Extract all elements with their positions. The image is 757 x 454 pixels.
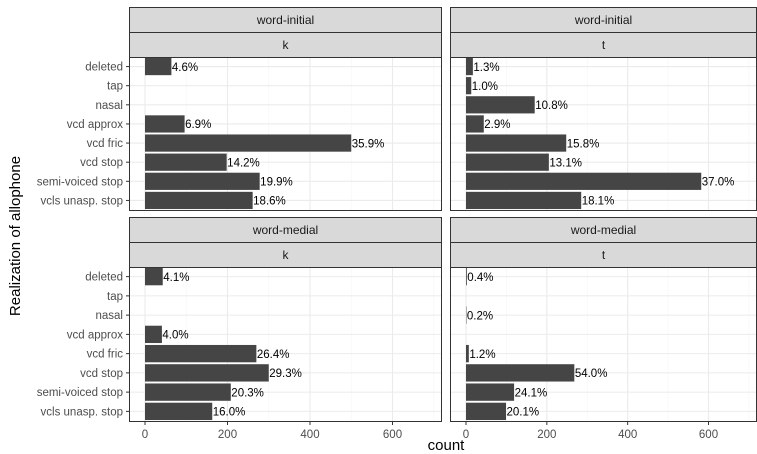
strip-col-label-bg — [450, 242, 757, 268]
bar-value-label: 10.8% — [535, 100, 568, 112]
bar-vcd-approx — [145, 325, 162, 344]
bar-vcls-unasp-stop — [145, 402, 213, 421]
bar-vcd-stop — [145, 364, 269, 382]
y-tick-label: vcd stop — [80, 368, 123, 380]
panel-word-initial-t: word-initial t 1.3% 1.0% 10.8% 2.9% 15.8% 13.1%… — [450, 7, 757, 211]
strip-col-label: k — [283, 38, 290, 52]
y-tick-label: vcls unasp. stop — [41, 195, 123, 207]
bar-vcd-fric — [466, 134, 567, 152]
bar-vcd-approx — [466, 115, 484, 133]
y-tick-label: vcd approx — [67, 329, 124, 341]
y-tick-label: deleted — [85, 272, 123, 284]
bar-value-label: 18.1% — [582, 196, 615, 208]
bar-vcd-stop — [466, 364, 575, 382]
y-tick-label: vcls unasp. stop — [41, 406, 123, 418]
panel-word-medial-t: word-medial t 0.4% 0.2% 1.2% 54.0% 24.1% 20.1% 0… — [450, 217, 757, 441]
y-tick-label: tap — [107, 291, 123, 303]
bar-vcls-unasp-stop — [145, 191, 253, 210]
x-tick-label: 0 — [142, 429, 148, 441]
panel-word-initial-k: word-initial k 4.6% deleted tap nasal 6.9% vcd … — [37, 7, 442, 211]
strip-col-label: k — [283, 248, 290, 262]
bar-semi-voiced-stop — [466, 172, 702, 190]
bar-value-label: 29.3% — [269, 368, 302, 380]
bar-vcd-fric — [466, 344, 469, 363]
y-tick-label: deleted — [85, 62, 123, 74]
bar-value-label: 54.0% — [575, 368, 608, 380]
x-tick-label: 400 — [618, 429, 637, 441]
bar-value-label: 0.4% — [467, 272, 493, 284]
bar-value-label: 14.2% — [227, 157, 260, 169]
bar-value-label: 0.2% — [467, 310, 493, 322]
bar-deleted — [466, 57, 473, 76]
x-tick-label: 200 — [537, 429, 556, 441]
strip-row-label: word-medial — [570, 223, 636, 237]
bar-value-label: 6.9% — [185, 119, 211, 131]
bar-deleted — [145, 57, 172, 76]
x-tick-label: 400 — [300, 429, 319, 441]
bar-value-label: 37.0% — [702, 177, 735, 189]
bar-value-label: 24.1% — [515, 387, 548, 399]
bar-value-label: 15.8% — [567, 138, 600, 150]
x-tick-label: 200 — [218, 429, 237, 441]
strip-row-label: word-initial — [256, 13, 314, 27]
bar-value-label: 18.6% — [253, 196, 286, 208]
x-tick-label: 600 — [699, 429, 718, 441]
panel-word-medial-k: word-medial k 4.1% deleted tap nasal 4.0% vcd a… — [37, 217, 442, 441]
strip-row-label-bg — [129, 7, 442, 33]
strip-col-label: t — [602, 248, 606, 262]
bar-value-label: 16.0% — [213, 407, 246, 419]
bar-vcd-stop — [145, 153, 227, 171]
y-tick-label: vcd fric — [87, 349, 124, 361]
y-tick-label: semi-voiced stop — [37, 176, 123, 188]
bar-value-label: 26.4% — [257, 349, 290, 361]
bar-value-label: 1.2% — [469, 349, 495, 361]
x-tick-label: 0 — [463, 429, 469, 441]
y-tick-label: tap — [107, 81, 123, 93]
y-tick-label: vcd fric — [87, 138, 124, 150]
bar-tap — [466, 77, 472, 95]
bar-vcls-unasp-stop — [466, 191, 582, 210]
bar-value-label: 20.1% — [507, 407, 540, 419]
bar-nasal — [466, 96, 535, 114]
strip-col-label-bg — [129, 242, 442, 268]
bar-value-label: 1.0% — [472, 81, 498, 93]
bar-vcd-approx — [145, 115, 185, 133]
bar-deleted — [145, 267, 163, 286]
strip-col-label-bg — [129, 32, 442, 58]
bar-deleted — [466, 267, 467, 286]
y-tick-label: nasal — [96, 310, 124, 322]
y-tick-label: nasal — [96, 100, 124, 112]
bar-semi-voiced-stop — [145, 172, 260, 190]
strip-row-label: word-medial — [252, 223, 318, 237]
bar-value-label: 20.3% — [231, 387, 264, 399]
y-axis-title: Realization of allophone — [7, 156, 24, 316]
bar-value-label: 4.0% — [162, 330, 188, 342]
bar-vcd-fric — [145, 344, 257, 363]
strip-row-label: word-initial — [574, 13, 632, 27]
bar-value-label: 35.9% — [352, 138, 385, 150]
bar-value-label: 4.1% — [163, 272, 189, 284]
bar-value-label: 19.9% — [260, 177, 293, 189]
y-tick-label: semi-voiced stop — [37, 387, 123, 399]
strip-row-label-bg — [450, 7, 757, 33]
bar-value-label: 2.9% — [484, 119, 510, 131]
bar-semi-voiced-stop — [466, 383, 515, 401]
bar-vcd-fric — [145, 134, 352, 152]
y-tick-label: vcd approx — [67, 119, 124, 131]
bar-value-label: 13.1% — [549, 157, 582, 169]
strip-col-label: t — [602, 38, 606, 52]
bar-vcls-unasp-stop — [466, 402, 507, 421]
x-tick-label: 600 — [383, 429, 402, 441]
bar-vcd-stop — [466, 153, 549, 171]
bar-semi-voiced-stop — [145, 383, 231, 401]
strip-row-label-bg — [129, 217, 442, 243]
bar-value-label: 1.3% — [473, 62, 499, 74]
bar-value-label: 4.6% — [172, 62, 198, 74]
y-tick-label: vcd stop — [80, 157, 123, 169]
x-axis-title: count — [428, 437, 466, 454]
